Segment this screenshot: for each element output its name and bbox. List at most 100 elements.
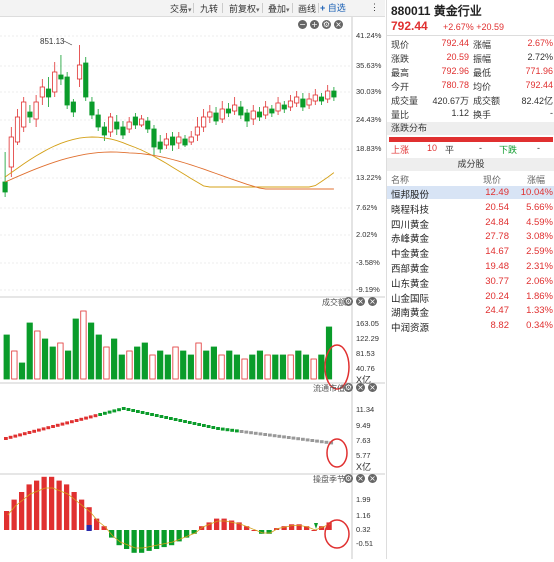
close-icon[interactable]: ×	[356, 297, 365, 306]
volume-bar	[287, 354, 294, 380]
flow-segment	[84, 416, 88, 420]
y-label: 18.83%	[356, 144, 382, 153]
high-marker	[63, 40, 73, 46]
down-count: -	[537, 143, 540, 153]
component-row[interactable]: 晓程科技 20.54 5.66%	[387, 201, 554, 216]
component-row[interactable]: 四川黄金 24.84 4.59%	[387, 216, 554, 231]
candle-body	[256, 111, 263, 118]
candle-body	[244, 112, 250, 122]
component-row[interactable]: 中金黄金 14.67 2.59%	[387, 245, 554, 261]
macd-bar	[11, 499, 17, 530]
zoom-in-icon[interactable]: +	[310, 20, 319, 29]
volume-bar	[41, 338, 49, 380]
candle-body	[95, 114, 101, 128]
close-icon[interactable]: ×	[368, 297, 377, 306]
flow-segment	[202, 424, 206, 427]
toolbar-trade[interactable]: 交易▾	[170, 4, 192, 14]
candle-body	[318, 96, 325, 102]
add-watchlist-button[interactable]: + 自选	[320, 3, 346, 13]
candle-body	[250, 110, 256, 120]
close-icon[interactable]: ×	[334, 20, 343, 29]
component-row[interactable]: 赤峰黄金 27.78 3.08%	[387, 230, 554, 245]
flow-segment	[13, 434, 18, 438]
quote-label: 量比	[391, 110, 410, 120]
candle-body	[145, 120, 151, 130]
quote-row: 现价 792.44 涨幅 2.67%	[387, 38, 554, 51]
volume-bar	[103, 346, 110, 380]
volume-bar	[187, 354, 194, 380]
volume-panel-title: 成交额	[322, 298, 346, 307]
candle-body	[300, 98, 306, 108]
volume-bar	[111, 338, 118, 380]
flow-segment	[173, 418, 178, 421]
settings-icon[interactable]: ⚙	[344, 297, 353, 306]
component-name: 四川黄金	[391, 219, 430, 231]
macd-bar	[4, 511, 10, 530]
candle-body	[157, 141, 163, 150]
kline-chart-area: − + ⚙ × 41.24% 35.63% 30.03% 24.43% 18.8…	[0, 17, 385, 559]
component-change: 0.34%	[526, 320, 553, 332]
volume-bar	[256, 350, 264, 380]
flow-segment	[235, 429, 239, 433]
flow-segment	[319, 440, 324, 444]
candle-body	[188, 136, 194, 143]
volume-bar	[218, 354, 225, 380]
candle-body	[201, 116, 207, 128]
toolbar-draw[interactable]: 画线	[298, 4, 317, 14]
macd-bar	[86, 507, 92, 530]
volume-bar	[80, 310, 87, 380]
volume-bar	[210, 346, 217, 380]
settings-icon[interactable]: ⚙	[344, 474, 353, 483]
component-name: 中金黄金	[391, 249, 430, 261]
y-label: 81.53	[356, 349, 375, 358]
toolbar-adjust[interactable]: 前复权▾	[229, 4, 260, 14]
component-row[interactable]: 西部黄金 19.48 2.31%	[387, 260, 554, 275]
component-row[interactable]: 中润资源 8.82 0.34%	[387, 319, 554, 334]
macd-bar	[259, 530, 265, 534]
macd-bar	[214, 518, 220, 530]
flow-segment	[268, 433, 272, 437]
candle-body	[83, 62, 89, 98]
kline-chart[interactable]	[0, 17, 385, 559]
component-change: 4.59%	[526, 216, 553, 228]
flow-segment	[206, 425, 211, 428]
macd-bar	[19, 492, 25, 530]
close-icon[interactable]: ×	[356, 474, 365, 483]
toolbar-nine-turn[interactable]: 九转	[200, 4, 219, 14]
flow-segment	[131, 409, 136, 412]
quote-row: 涨跌 20.59 振幅 2.72%	[387, 52, 554, 65]
col-name[interactable]: 名称	[391, 175, 410, 185]
toolbar-overlay[interactable]: 叠加▾	[268, 4, 290, 14]
zoom-out-icon[interactable]: −	[298, 20, 307, 29]
quote-label: 涨幅	[473, 40, 492, 50]
candle-body	[287, 100, 294, 108]
candle-body	[281, 104, 287, 110]
component-row[interactable]: 山金国际 20.24 1.86%	[387, 290, 554, 305]
more-icon[interactable]: ⋮	[370, 2, 379, 12]
quote-label: 振幅	[473, 54, 492, 64]
col-price[interactable]: 现价	[483, 175, 502, 185]
candle-body	[219, 108, 225, 120]
close-icon[interactable]: ×	[368, 474, 377, 483]
macd-bar	[221, 518, 227, 530]
candle-body	[45, 88, 52, 98]
component-change: 5.66%	[526, 201, 553, 213]
flow-segment	[55, 423, 60, 427]
component-price: 20.24	[485, 290, 509, 302]
quote-label: 最高	[391, 68, 410, 78]
component-row[interactable]: 山东黄金 30.77 2.06%	[387, 275, 554, 290]
close-icon[interactable]: ×	[356, 383, 365, 392]
flow-segment	[60, 422, 65, 426]
settings-icon[interactable]: ⚙	[322, 20, 331, 29]
close-icon[interactable]: ×	[368, 383, 377, 392]
component-row[interactable]: 湖南黄金 24.47 1.33%	[387, 304, 554, 319]
flow-segment	[126, 408, 131, 411]
component-row[interactable]: 恒邦股份 12.49 10.04%	[387, 186, 554, 201]
flow-segment	[4, 437, 8, 440]
settings-icon[interactable]: ⚙	[344, 383, 353, 392]
candle-body	[21, 101, 27, 128]
col-change[interactable]: 涨幅	[527, 175, 546, 185]
quote-label: 涨跌	[391, 54, 410, 64]
candle-body	[52, 71, 58, 93]
macd-bar	[304, 526, 310, 530]
